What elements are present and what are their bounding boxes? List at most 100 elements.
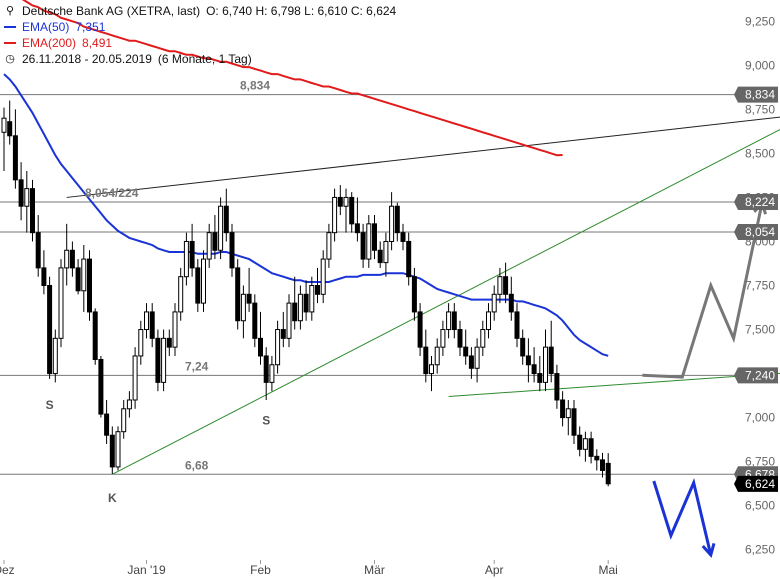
candle	[104, 399, 110, 445]
candle	[69, 241, 75, 277]
clock-icon: ◷	[5, 53, 15, 65]
candle-body	[52, 337, 58, 375]
candle-body	[109, 434, 115, 468]
candle	[206, 223, 212, 268]
candle-body	[440, 329, 446, 348]
price-tag-text: 8,834	[745, 88, 775, 102]
candle	[440, 320, 446, 356]
price-tag: 7,240	[734, 367, 778, 384]
candle-body	[468, 355, 474, 369]
candle	[41, 250, 47, 295]
price-tag: 8,834	[734, 86, 778, 103]
candle	[343, 188, 349, 233]
legend-ema50-row: EMA(50) 7,351	[4, 19, 396, 35]
candle-body	[24, 188, 30, 207]
candle-body	[229, 232, 235, 269]
candle-body	[286, 302, 292, 339]
candle-body	[280, 329, 286, 339]
candle	[275, 320, 281, 374]
candle	[525, 338, 531, 383]
candle-body	[508, 293, 514, 313]
candle	[389, 192, 395, 251]
candle-body	[212, 232, 218, 251]
price-tag: 8,054	[734, 223, 778, 240]
candle	[75, 259, 81, 295]
candle	[520, 329, 526, 365]
candle-body	[531, 364, 537, 375]
candle-body	[423, 346, 429, 375]
x-tick-label: Mai	[599, 563, 618, 577]
candle-body	[486, 311, 491, 331]
candle-body	[69, 249, 75, 269]
candle-body	[360, 232, 366, 260]
candle	[548, 320, 554, 383]
candle	[491, 285, 497, 321]
candle-body	[377, 249, 383, 264]
candle-body	[206, 232, 212, 260]
candle	[429, 355, 434, 392]
candle-body	[354, 223, 360, 234]
candle	[18, 162, 24, 221]
candle-body	[115, 431, 121, 468]
candle-body	[58, 267, 64, 339]
candle	[149, 303, 155, 348]
pattern-annotation: S	[262, 414, 270, 428]
candle	[337, 185, 343, 216]
candle	[594, 449, 600, 471]
candle	[269, 355, 275, 392]
candle-body	[525, 355, 531, 366]
projection-arrow-gray	[642, 202, 764, 379]
candle-body	[246, 293, 252, 304]
candle	[235, 259, 241, 330]
candle	[1, 107, 7, 172]
candle-body	[87, 258, 92, 313]
y-tick-label: 7,750	[745, 279, 775, 293]
candle	[132, 347, 138, 409]
candle-body	[446, 311, 452, 331]
candle-body	[383, 240, 389, 264]
candle-body	[178, 276, 184, 313]
candle	[172, 303, 178, 356]
chart-type-icon: ⚲	[5, 5, 15, 17]
candle-body	[121, 408, 127, 433]
candle-body	[332, 196, 338, 234]
candle	[240, 285, 246, 339]
candle-body	[12, 135, 18, 181]
candle	[582, 431, 588, 462]
price-tag-bg	[734, 86, 778, 103]
candle	[565, 399, 571, 436]
candle	[451, 303, 457, 339]
chart-legend: ⚲ Deutsche Bank AG (XETRA, last) O: 6,74…	[4, 3, 396, 67]
candle-body	[132, 355, 138, 401]
candle-body	[588, 438, 594, 457]
candle-body	[166, 337, 172, 348]
candle	[81, 244, 87, 312]
candle-body	[594, 455, 600, 461]
candle-body	[434, 346, 440, 366]
candle-body	[497, 276, 503, 295]
pattern-annotation: K	[108, 491, 117, 505]
candle	[292, 276, 298, 330]
candle	[320, 250, 326, 304]
level-label: 8,834	[240, 79, 270, 93]
candle	[571, 399, 577, 445]
y-tick-label: 8,500	[745, 146, 775, 160]
x-tick-label: Apr	[485, 563, 504, 577]
candle-body	[337, 196, 343, 207]
legend-period: (6 Monate, 1 Tag)	[157, 52, 252, 66]
candle	[98, 355, 104, 418]
price-tag-bg	[734, 367, 778, 384]
level-label: 6,68	[185, 458, 209, 472]
candle	[115, 426, 121, 471]
candle	[121, 399, 127, 439]
candle	[503, 262, 509, 304]
candle	[189, 223, 195, 277]
candle-body	[235, 267, 241, 322]
candle	[212, 215, 218, 260]
candle	[394, 202, 400, 242]
candle	[183, 232, 189, 286]
candle-body	[326, 232, 332, 260]
candle-body	[537, 373, 543, 383]
candle-body	[503, 276, 509, 295]
candle-body	[7, 121, 13, 137]
